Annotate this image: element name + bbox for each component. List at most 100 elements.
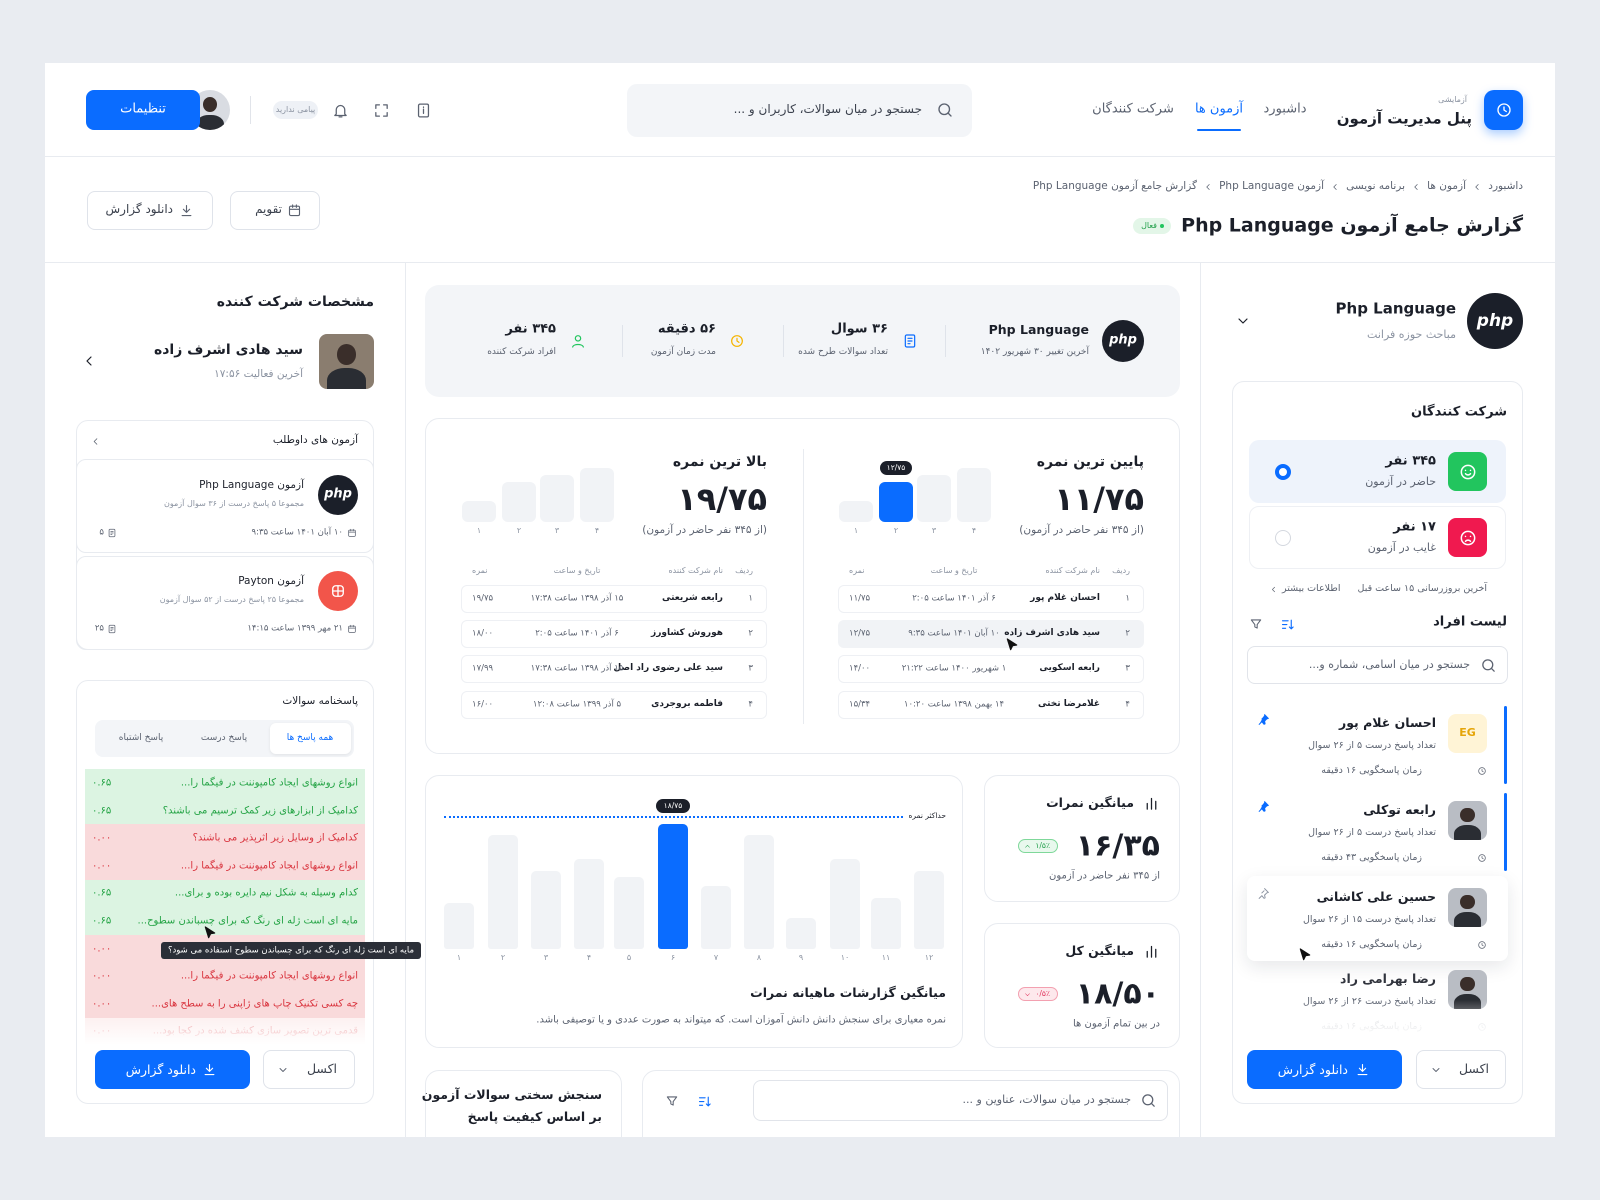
icon-path [572, 343, 584, 348]
bar-label: ۲ [893, 525, 899, 535]
icon-rect [108, 624, 116, 634]
attendance-icon [1448, 518, 1487, 557]
table-cell: فاطمه بروجردی [651, 699, 723, 710]
nav-link[interactable]: شرکت کنندگان [1092, 101, 1174, 117]
excel-select[interactable] [263, 1050, 355, 1089]
score-value: ۱۱/۷۵ [1054, 480, 1144, 519]
table-cell: ۱ شهریور ۱۴۰۰ ساعت ۲۱:۲۲ [901, 663, 1007, 674]
exam-count: ۲۵ [94, 623, 104, 634]
download-button[interactable] [87, 191, 213, 230]
icon-circle [938, 103, 951, 116]
icon-path [93, 437, 97, 445]
time-icon [1477, 940, 1487, 950]
icon-svg [93, 437, 97, 445]
table-cell: ۱۵ آذر ۱۳۹۸ ساعت ۱۷:۳۸ [530, 663, 624, 674]
tab[interactable]: پاسخ اشتباه [118, 733, 164, 744]
change-label: ۰/۵٪ [1035, 989, 1050, 999]
excel-select[interactable] [1416, 1050, 1506, 1089]
tab[interactable]: همه پاسخ ها [286, 733, 334, 744]
icon-rect [288, 205, 300, 216]
table-cell: ۳ [748, 663, 753, 674]
icon-path [348, 624, 356, 629]
table-cell: ۲ [748, 628, 753, 639]
breadcrumb-chevron [1203, 182, 1213, 192]
answers-fade [77, 1020, 373, 1045]
average-icon [1143, 795, 1160, 812]
attendance-icon [1448, 452, 1487, 491]
score-bar [917, 474, 951, 522]
icon-svg [1238, 318, 1248, 324]
month-bar [786, 918, 816, 949]
avatar-head [336, 343, 357, 365]
questions-search[interactable] [753, 1080, 1168, 1121]
exam-date: ۱۰ آبان ۱۴۰۱ ساعت ۹:۳۵ [251, 527, 343, 538]
breadcrumb-item[interactable]: گزارش جامع آزمون Php Language [1032, 180, 1197, 193]
download-button[interactable] [1247, 1050, 1402, 1089]
exam-summary: مجموعا ۲۵ پاسخ درست از ۵۲ سوال آزمون [159, 594, 304, 604]
icon-path [348, 528, 356, 533]
average-title: میانگین نمرات [1046, 794, 1134, 810]
change-label: ۱/۵٪ [1035, 841, 1050, 851]
nav-link[interactable]: داشبورد [1263, 101, 1307, 117]
answer-score: ۰.۶۵ [92, 915, 112, 927]
answer-text: انواع روشهای ایجاد کامپوننت در فیگما را.… [180, 860, 358, 872]
tab-active[interactable] [270, 723, 351, 754]
table-cell: ۱ [748, 593, 753, 604]
tab[interactable]: پاسخ درست [200, 733, 248, 744]
table-header: نام شرکت کننده [668, 565, 723, 575]
settings-button[interactable] [86, 90, 200, 130]
pin-icon [1257, 887, 1270, 900]
icon-svg [204, 926, 216, 939]
icon-path [1258, 713, 1269, 725]
icon-svg [1475, 184, 1479, 190]
info-icon [415, 102, 432, 119]
people-search[interactable] [1247, 646, 1508, 684]
change-badge [1018, 839, 1058, 853]
person-name: رضا بهرامی راد [1340, 970, 1436, 986]
breadcrumb-item[interactable]: برنامه نویسی [1346, 180, 1405, 193]
score-bar [502, 481, 536, 522]
answer-score: ۰.۰۰ [92, 998, 112, 1010]
icon-path [698, 1096, 711, 1106]
radio[interactable] [1275, 530, 1291, 546]
icon-rect [348, 529, 356, 537]
tooltip [161, 942, 421, 959]
search-box[interactable] [627, 84, 972, 137]
table-cell: ۱۰ آبان ۱۴۰۱ ساعت ۹:۳۵ [908, 628, 1000, 639]
month-bar [744, 834, 774, 949]
icon-svg [288, 203, 300, 216]
nav-underline [1197, 129, 1241, 131]
breadcrumb-item[interactable]: داشبورد [1488, 180, 1523, 193]
breadcrumb-item[interactable]: آزمون ها [1427, 180, 1466, 193]
exam-title: آزمون Php Language [199, 479, 304, 492]
calendar-button[interactable] [230, 191, 320, 230]
icon-path [1146, 797, 1156, 810]
doc-icon [107, 528, 117, 538]
download-button[interactable] [95, 1050, 250, 1089]
breadcrumb-item[interactable]: آزمون Php Language [1219, 180, 1324, 193]
download-icon [1355, 1062, 1370, 1077]
trend-arrow [1024, 843, 1031, 850]
icon-path [1464, 535, 1471, 542]
attendance-card[interactable] [1249, 506, 1506, 569]
table-row [461, 620, 767, 648]
answer-row [85, 879, 365, 908]
icon-path [1481, 768, 1484, 773]
stat-label: افراد شرکت کننده [487, 347, 556, 358]
icon-path [1250, 619, 1262, 629]
icon-path [181, 204, 191, 216]
average-value: ۱۶/۳۵ [1075, 828, 1160, 864]
month-bar [871, 897, 901, 949]
exam-name: Php Language [1335, 299, 1456, 318]
download-icon [179, 203, 194, 218]
more-chevron [1269, 585, 1278, 594]
nav-link[interactable]: آزمون ها [1194, 101, 1244, 117]
score-title: بالا ترین نمره [672, 453, 767, 470]
radio[interactable] [1275, 464, 1291, 480]
more-link[interactable]: اطلاعات بیشتر [1282, 582, 1341, 594]
person-correct: تعداد پاسخ درست ۵ از ۲۶ سوال [1308, 739, 1436, 751]
cursor [202, 925, 218, 941]
icon-svg [1281, 619, 1294, 629]
icon-svg [1432, 1068, 1440, 1072]
month-label: ۳ [543, 952, 549, 962]
